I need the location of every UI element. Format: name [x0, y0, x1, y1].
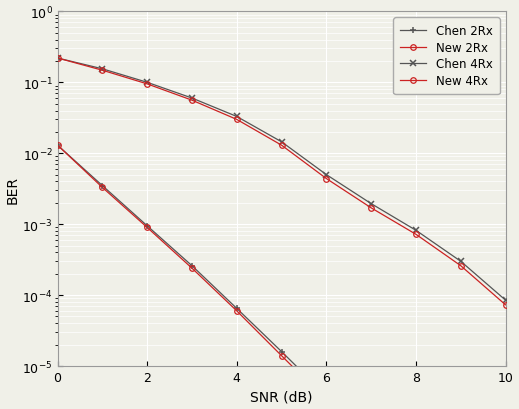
New 4Rx — [99, 69, 105, 74]
Chen 4Rx — [413, 228, 419, 233]
Chen 4Rx — [189, 97, 195, 101]
Chen 2Rx — [278, 349, 284, 354]
New 2Rx — [54, 143, 61, 148]
Chen 4Rx — [144, 81, 150, 85]
New 2Rx — [323, 398, 330, 402]
Chen 2Rx — [189, 263, 195, 268]
New 2Rx — [278, 353, 284, 358]
New 2Rx — [99, 185, 105, 190]
Chen 2Rx — [54, 143, 61, 148]
Chen 4Rx — [99, 67, 105, 72]
Line: Chen 4Rx: Chen 4Rx — [54, 55, 509, 304]
Chen 2Rx — [99, 184, 105, 189]
New 4Rx — [144, 82, 150, 87]
Chen 4Rx — [502, 298, 509, 303]
New 4Rx — [54, 56, 61, 61]
New 4Rx — [234, 118, 240, 123]
Chen 2Rx — [144, 224, 150, 229]
Chen 4Rx — [54, 56, 61, 61]
Chen 4Rx — [368, 202, 374, 207]
New 2Rx — [189, 266, 195, 271]
Legend: Chen 2Rx, New 2Rx, Chen 4Rx, New 4Rx: Chen 2Rx, New 2Rx, Chen 4Rx, New 4Rx — [393, 18, 500, 95]
New 4Rx — [278, 143, 284, 148]
Chen 4Rx — [278, 140, 284, 145]
New 4Rx — [413, 232, 419, 237]
New 4Rx — [368, 206, 374, 211]
New 4Rx — [458, 263, 464, 268]
Chen 2Rx — [323, 393, 330, 398]
X-axis label: SNR (dB): SNR (dB) — [250, 389, 313, 403]
Line: New 2Rx: New 2Rx — [55, 143, 508, 409]
Line: New 4Rx: New 4Rx — [55, 56, 508, 308]
Chen 4Rx — [323, 173, 330, 178]
Line: Chen 2Rx: Chen 2Rx — [54, 142, 509, 409]
Chen 4Rx — [458, 259, 464, 264]
New 2Rx — [234, 309, 240, 314]
New 4Rx — [323, 177, 330, 182]
New 4Rx — [189, 99, 195, 103]
Chen 4Rx — [234, 115, 240, 119]
New 2Rx — [144, 225, 150, 230]
New 4Rx — [502, 303, 509, 308]
Y-axis label: BER: BER — [6, 175, 20, 203]
Chen 2Rx — [234, 306, 240, 311]
